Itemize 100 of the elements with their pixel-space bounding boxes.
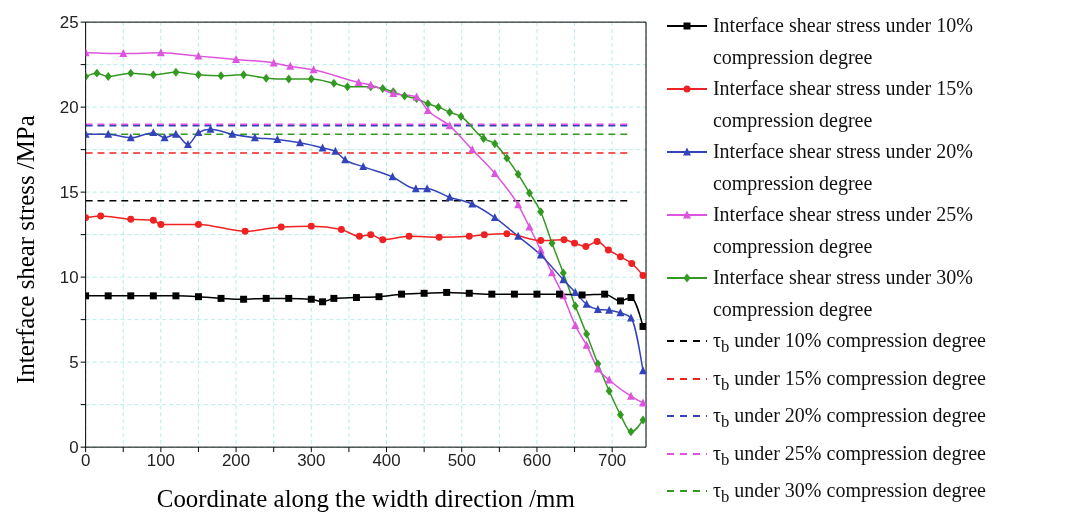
point <box>443 288 451 296</box>
point <box>285 74 293 84</box>
point <box>172 67 180 77</box>
point <box>503 230 511 238</box>
point <box>616 297 624 305</box>
point <box>514 231 523 240</box>
y-tick-label: 20 <box>59 98 79 118</box>
point <box>628 260 636 268</box>
legend-label: τ$_{b}$ under 25% compression degree <box>711 440 987 471</box>
x-tick-label: 700 <box>598 451 627 471</box>
point <box>149 216 157 224</box>
point <box>639 398 647 407</box>
point <box>559 268 567 278</box>
point <box>423 106 432 115</box>
point <box>355 232 363 240</box>
point <box>183 140 192 149</box>
point <box>149 70 157 80</box>
point <box>307 222 315 230</box>
point <box>537 207 545 217</box>
legend-label: τ$_{b}$ under 15% compression degree <box>711 365 987 396</box>
legend-label: Interface shear stress under 15% compression degree <box>711 76 974 134</box>
point <box>457 112 465 121</box>
x-tick-label: 400 <box>372 451 401 471</box>
point <box>171 129 180 138</box>
point <box>398 290 406 298</box>
point <box>571 239 579 247</box>
point <box>525 188 533 198</box>
point <box>582 243 590 251</box>
point <box>127 68 135 78</box>
point <box>217 71 225 81</box>
point <box>285 294 293 302</box>
point <box>514 169 522 179</box>
point <box>548 268 556 277</box>
point <box>593 304 602 313</box>
point <box>250 133 259 142</box>
point <box>401 91 409 101</box>
legend-label: Interface shear stress under 20% compression degree <box>711 139 974 197</box>
point <box>604 246 612 254</box>
point <box>388 172 397 181</box>
point <box>241 227 249 235</box>
point <box>330 294 338 302</box>
point <box>319 298 327 306</box>
point <box>434 102 442 112</box>
point <box>424 99 432 109</box>
point <box>232 55 241 64</box>
point <box>548 238 556 248</box>
y-tick-label: 15 <box>59 183 79 203</box>
point <box>194 51 203 60</box>
point <box>104 292 112 300</box>
point <box>194 220 202 228</box>
point <box>172 292 180 300</box>
point <box>286 61 295 70</box>
point <box>601 290 609 298</box>
y-axis-title: Interface shear stress /MPa <box>11 115 39 384</box>
point <box>352 294 360 302</box>
point <box>277 223 285 231</box>
point <box>488 290 496 298</box>
point <box>330 78 338 88</box>
x-tick-label: 500 <box>447 451 476 471</box>
point <box>206 124 215 133</box>
point <box>240 70 248 80</box>
point <box>627 294 635 302</box>
point <box>309 65 318 74</box>
y-tick-label: 5 <box>69 353 79 373</box>
point <box>423 184 432 193</box>
point <box>465 232 473 240</box>
point <box>149 128 158 137</box>
point <box>97 212 105 220</box>
y-tick-label: 0 <box>69 438 79 458</box>
point <box>104 72 112 82</box>
legend-label: Interface shear stress under 25% compression degree <box>711 202 974 260</box>
point <box>262 73 270 83</box>
point <box>571 321 580 330</box>
point <box>331 146 340 155</box>
point <box>337 226 345 234</box>
point <box>104 129 113 138</box>
point <box>93 68 101 78</box>
point <box>627 427 635 437</box>
point <box>149 292 157 300</box>
point <box>583 329 591 339</box>
point <box>194 293 202 301</box>
point <box>446 107 454 117</box>
point <box>491 139 499 149</box>
point <box>435 233 443 241</box>
point <box>627 391 635 400</box>
point <box>639 271 647 279</box>
point <box>510 290 518 298</box>
point <box>445 192 454 201</box>
point <box>536 250 545 259</box>
x-tick-label: 100 <box>146 451 175 471</box>
point <box>605 305 614 314</box>
point <box>240 295 248 303</box>
point <box>367 231 375 239</box>
point <box>160 133 169 142</box>
point <box>194 128 203 137</box>
point <box>537 237 545 245</box>
x-tick-label: 600 <box>522 451 552 471</box>
point <box>560 236 568 244</box>
point <box>605 386 613 396</box>
point <box>127 292 135 300</box>
